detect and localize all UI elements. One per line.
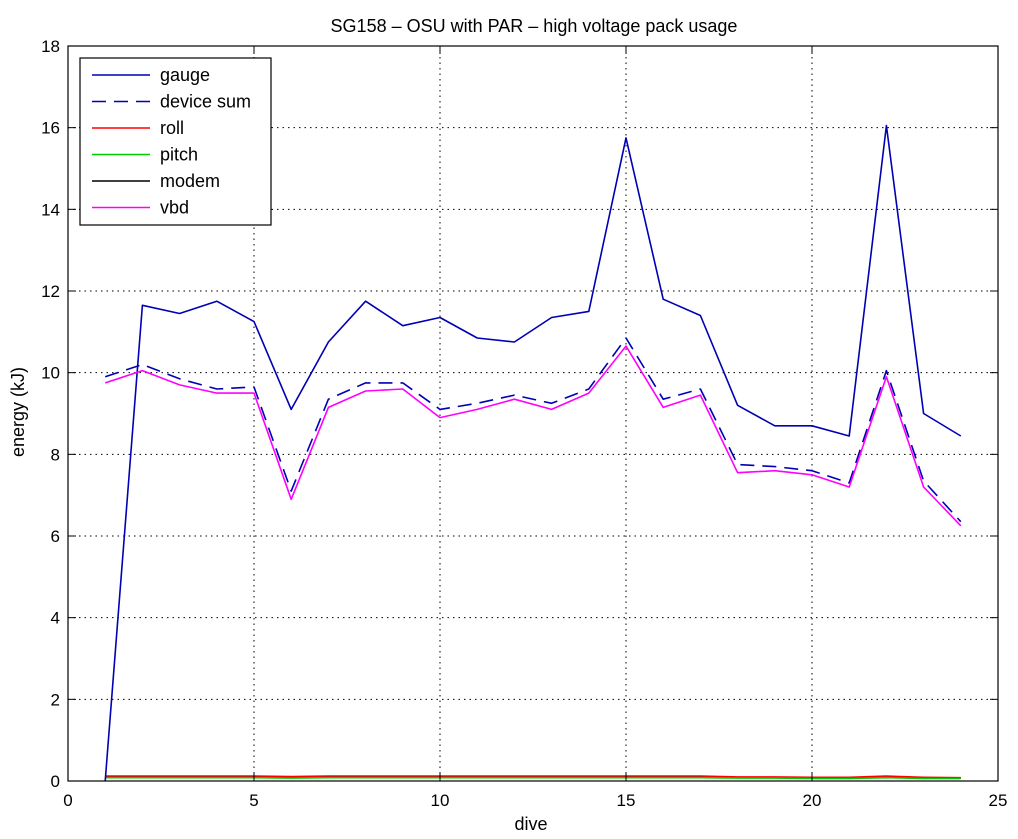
y-tick-label: 16 [41, 119, 60, 138]
series-line-vbd [104, 345, 962, 527]
chart-title: SG158 – OSU with PAR – high voltage pack… [331, 16, 738, 36]
legend-box [79, 57, 272, 226]
legend-label: device sum [160, 92, 251, 112]
y-tick-label: 10 [41, 364, 60, 383]
y-tick-label: 6 [51, 527, 60, 546]
y-axis-title: energy (kJ) [8, 367, 28, 457]
y-tick-label: 0 [51, 772, 60, 791]
legend-label: roll [160, 118, 184, 138]
y-tick-label: 8 [51, 445, 60, 464]
x-tick-label: 20 [803, 791, 822, 810]
series-lines [104, 124, 962, 782]
series-line-roll [105, 775, 961, 779]
series-line-device-sum [104, 337, 962, 523]
axis-ticks: 0 5 10 15 20 25 0 2 4 6 8 10 12 14 16 18 [41, 37, 1007, 810]
legend-label: pitch [160, 145, 198, 165]
legend: gauge device sum roll pitch modem vbd [79, 57, 272, 226]
x-tick-label: 25 [989, 791, 1008, 810]
series-line-gauge [104, 124, 962, 782]
y-tick-label: 12 [41, 282, 60, 301]
y-tick-label: 4 [51, 609, 60, 628]
x-tick-label: 15 [617, 791, 636, 810]
legend-label: vbd [160, 198, 189, 218]
legend-label: gauge [160, 65, 210, 85]
y-tick-label: 18 [41, 37, 60, 56]
series-line-pitch [105, 776, 961, 780]
x-tick-label: 10 [431, 791, 450, 810]
y-tick-label: 14 [41, 200, 60, 219]
x-axis-title: dive [514, 814, 547, 834]
plot-area-frame [67, 45, 999, 782]
y-tick-label: 2 [51, 690, 60, 709]
x-tick-label: 0 [63, 791, 72, 810]
legend-label: modem [160, 171, 220, 191]
x-tick-label: 5 [249, 791, 258, 810]
